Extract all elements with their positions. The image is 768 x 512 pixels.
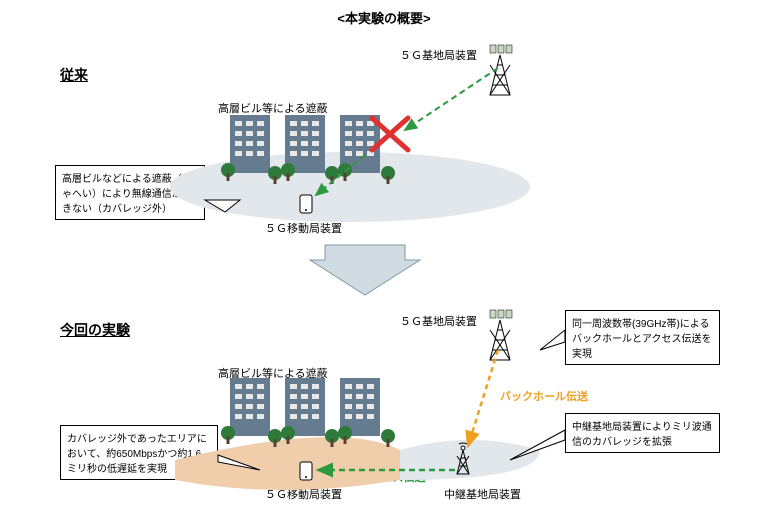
- diagram-svg: [0, 0, 768, 512]
